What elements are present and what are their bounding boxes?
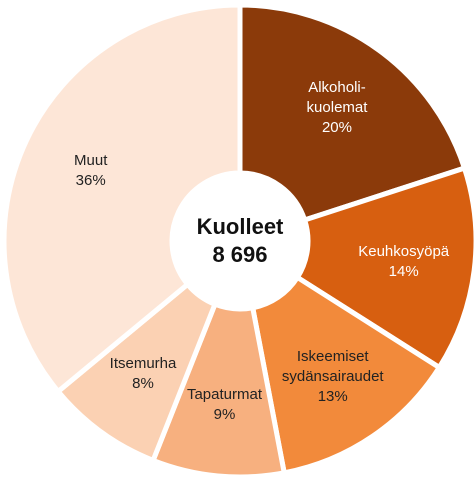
value-label: 14% [388, 262, 419, 280]
slice-label: Muut 36% [74, 151, 107, 191]
category-label: Keuhkosyöpä [358, 242, 450, 260]
center-value: 8 696 [212, 242, 268, 267]
center-label: Kuolleet [196, 214, 284, 239]
slice-label: Itsemurha 8% [110, 354, 177, 394]
category-label: Tapaturmat [186, 386, 262, 404]
value-label: 36% [75, 171, 106, 189]
center-hole [172, 173, 308, 309]
slice-label: Alkoholi- kuolemat 20% [307, 78, 368, 138]
value-label: 13% [317, 388, 348, 406]
category-label: Itsemurha [109, 355, 177, 373]
category-label: Muut [74, 151, 108, 169]
slice-label: Keuhkosyöpä 14% [358, 242, 449, 282]
slice-label: Iskeemiset sydänsairaudet 13% [282, 347, 384, 407]
category-label: Alkoholi- kuolemat [306, 78, 368, 116]
slice-label: Tapaturmat 9% [187, 385, 262, 425]
value-label: 20% [321, 118, 352, 136]
value-label: 9% [213, 406, 236, 424]
center-text: Kuolleet 8 696 [197, 213, 284, 269]
category-label: Iskeemiset sydänsairaudet [281, 348, 384, 386]
value-label: 8% [132, 375, 154, 393]
